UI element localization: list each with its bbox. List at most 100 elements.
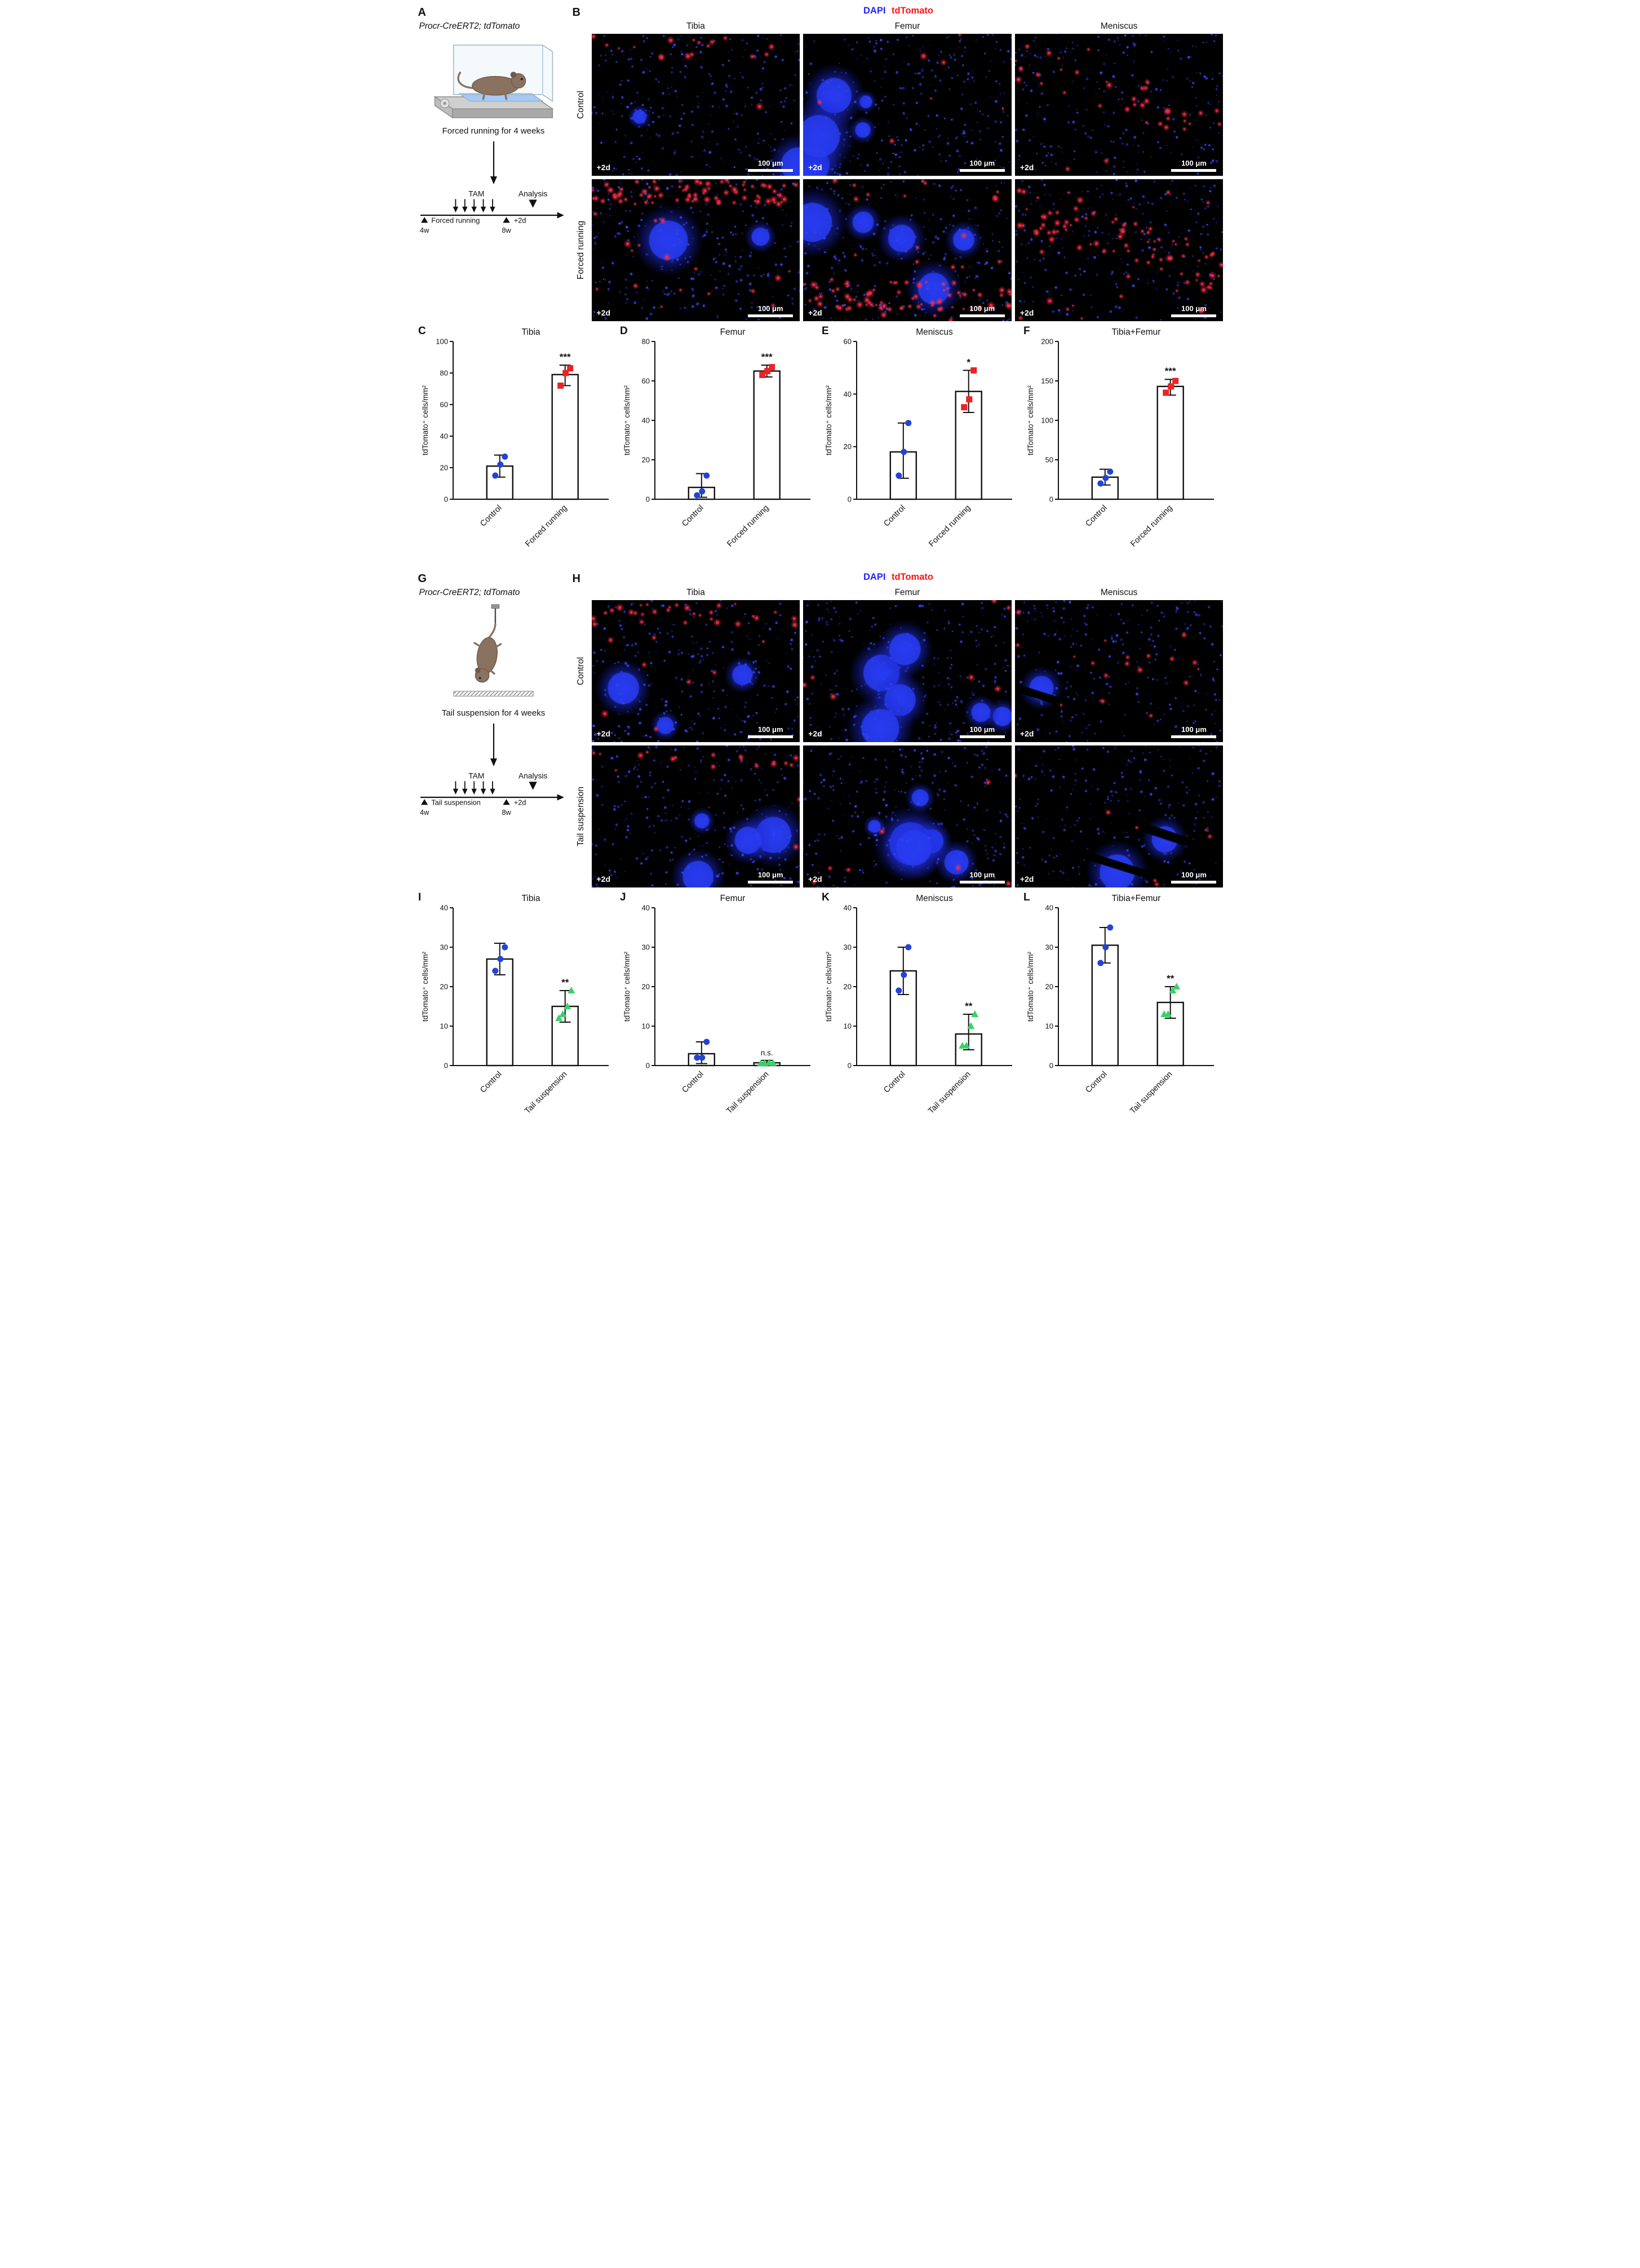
scale-bar-line [748, 169, 794, 172]
fluorescence-image [1014, 745, 1224, 887]
scale-bar-label: 100 μm [757, 725, 783, 734]
micrograph-grid: Control +2d 100 μm +2d 100 μm +2d 100 μm Tail s… [574, 600, 1224, 887]
data-point [1163, 389, 1169, 396]
y-tick-label: 10 [844, 1022, 852, 1031]
scale-bar-label: 100 μm [969, 304, 995, 313]
row-AB: A Procr-CreERT2; tdTomato [417, 6, 1224, 321]
micrograph-tibia-forced-running: +2d 100 μm [591, 179, 800, 321]
data-point [901, 971, 907, 978]
chart-panel-I: I Tibia 0 10 20 30 40 tdTomato⁺ cells/mm² Contro… [417, 891, 618, 1130]
chart-I: I Tibia 0 10 20 30 40 tdTomato⁺ cells/mm² Contro… [418, 891, 609, 1116]
timepoint-tag: +2d [808, 729, 822, 738]
panel-H: H DAPI tdTomato Tibia Femur Meniscus Contr… [570, 572, 1224, 887]
analysis-marker [528, 782, 537, 790]
condition-row-label-control: Control [575, 91, 586, 119]
scale-bar-line [1171, 314, 1217, 317]
y-tick-label: 0 [646, 495, 650, 504]
scale-bar: 100 μm [959, 304, 1005, 317]
period-label: Forced running [431, 216, 480, 224]
data-point [559, 1010, 566, 1017]
significance-label: *** [761, 352, 773, 362]
chart-panel-C: C Tibia 0 20 40 60 80 100 tdTomato⁺ cells/mm² Con… [417, 325, 618, 564]
down-arrow-icon [490, 141, 497, 184]
significance-label: ** [965, 1001, 973, 1011]
y-tick-label: 20 [641, 456, 649, 464]
bar-forced-running [1157, 385, 1185, 500]
timepoint-tag: +2d [596, 875, 611, 884]
data-point [1097, 960, 1104, 966]
genotype-label: Procr-CreERT2; tdTomato [419, 21, 520, 31]
x-tick-label: Forced running [725, 504, 770, 549]
y-tick-label: 0 [1049, 1062, 1053, 1070]
micrograph-meniscus-control: +2d 100 μm [1014, 34, 1224, 176]
period-label: Tail suspension [431, 798, 480, 806]
chart-panel-D: D Femur 0 20 40 60 80 tdTomato⁺ cells/mm² Contro… [619, 325, 819, 564]
y-tick-label: 10 [1045, 1022, 1053, 1031]
start-marker [420, 799, 428, 805]
tam-label: TAM [468, 190, 484, 198]
scale-bar-line [748, 314, 794, 317]
y-tick-label: 100 [436, 338, 448, 346]
y-tick-label: 30 [440, 943, 447, 952]
scale-bar-line [1171, 881, 1217, 884]
micrograph-femur-forced-running: +2d 100 μm [803, 179, 1012, 321]
scale-bar: 100 μm [748, 159, 794, 172]
analysis-label: Analysis [518, 190, 547, 198]
suspension-clip [491, 604, 499, 609]
y-tick-label: 30 [1045, 943, 1053, 952]
scale-bar-label: 100 μm [757, 159, 783, 167]
panel-G: G Procr-CreERT2; tdTomato [417, 572, 570, 887]
x-tick-label: Forced running [927, 504, 972, 549]
micrograph-meniscus-tail-suspension: +2d 100 μm [1014, 745, 1224, 887]
chart-title: Meniscus [916, 894, 953, 903]
treadmill-mouse-illustration [433, 45, 554, 119]
scale-bar: 100 μm [959, 725, 1005, 738]
bar-control [1092, 944, 1119, 1067]
chart-title: Tibia [521, 894, 540, 903]
y-axis-label: tdTomato⁺ cells/mm² [825, 385, 833, 455]
y-tick-label: 80 [641, 338, 649, 346]
data-point [970, 367, 977, 374]
data-point [769, 1059, 777, 1066]
analysis-offset-label: +2d [513, 798, 526, 806]
mouse-tail [456, 72, 473, 89]
panel-letter-B: B [572, 6, 580, 19]
analysis-marker [528, 199, 537, 208]
chart-panel-J: J Femur 0 10 20 30 40 tdTomato⁺ cells/mm² Contro… [619, 891, 819, 1130]
panel-letter-D: D [620, 325, 628, 337]
scale-bar-line [1171, 169, 1217, 172]
chart-J: J Femur 0 10 20 30 40 tdTomato⁺ cells/mm² Contro… [620, 891, 810, 1116]
y-tick-label: 20 [440, 464, 447, 472]
y-tick-label: 60 [844, 338, 852, 346]
tissue-title-tibia: Tibia [686, 21, 705, 31]
scale-bar: 100 μm [748, 725, 794, 738]
panel-letter-C: C [418, 325, 426, 337]
tam-injection-arrows [453, 199, 495, 213]
chart-title: Tibia+Femur [1112, 894, 1161, 903]
experiment-caption: Tail suspension for 4 weeks [441, 708, 546, 718]
significance-label: *** [559, 352, 570, 362]
significance-label: ** [1167, 973, 1175, 984]
y-axis-label: tdTomato⁺ cells/mm² [421, 385, 429, 455]
significance-label: *** [1165, 366, 1176, 376]
scale-bar: 100 μm [1171, 725, 1217, 738]
data-point [563, 1002, 571, 1009]
data-point [1172, 378, 1179, 384]
scale-bar-line [748, 881, 794, 884]
panel-letter-F: F [1023, 325, 1030, 337]
chart-panel-E: E Meniscus 0 20 40 60 tdTomato⁺ cells/mm² Contr… [821, 325, 1021, 564]
micrograph-femur-control: +2d 100 μm [803, 600, 1012, 742]
y-axis-label: tdTomato⁺ cells/mm² [1026, 951, 1035, 1022]
data-point [769, 364, 775, 370]
panel-letter-L: L [1023, 891, 1030, 903]
panel-letter-G: G [418, 572, 427, 585]
condition-row-label-tail-suspension: Tail suspension [575, 787, 586, 846]
scale-bar: 100 μm [748, 871, 794, 884]
y-tick-label: 150 [1041, 377, 1054, 385]
y-tick-label: 20 [844, 442, 852, 451]
micrograph-tibia-control: +2d 100 μm [591, 34, 800, 176]
bar-forced-running [551, 374, 579, 500]
end-marker [502, 799, 510, 805]
significance-label: n.s. [761, 1049, 773, 1057]
row-GH: G Procr-CreERT2; tdTomato [417, 572, 1224, 887]
